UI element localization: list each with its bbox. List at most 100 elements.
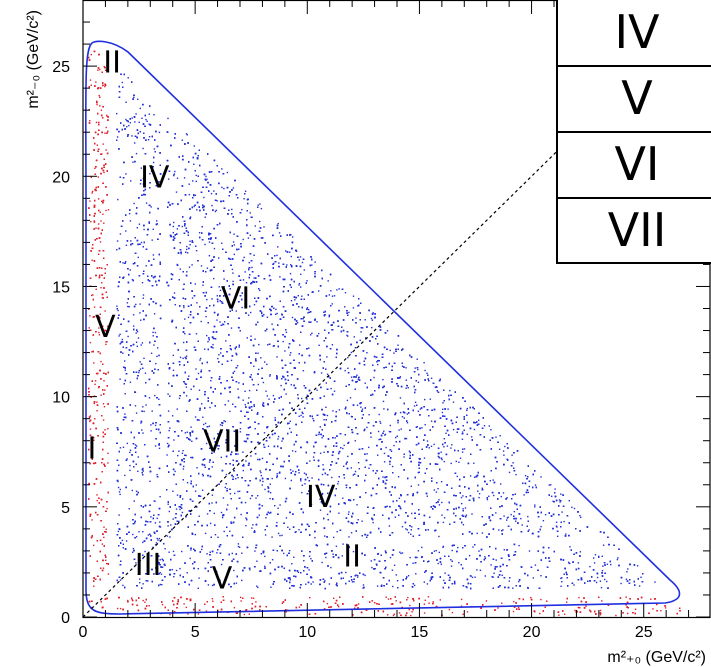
point-II [253,304,256,306]
point-II [139,368,142,370]
point-II [125,118,127,121]
point-II [269,375,271,377]
point-II [501,574,503,576]
point-II [141,342,144,344]
point-II [314,536,316,539]
point-II [442,546,444,548]
point-II [248,261,250,264]
point-II [221,516,224,519]
point-II [145,265,147,267]
point-II [257,204,259,206]
point-II [204,532,207,535]
point-II [288,422,290,424]
point-I [94,380,97,382]
point-II [452,428,455,431]
point-II [128,306,130,308]
point-II [135,412,138,414]
point-II [220,456,222,459]
point-II [276,356,278,358]
point-II [159,496,161,498]
point-II [405,528,407,530]
point-I [103,65,105,68]
point-I [530,596,532,599]
point-II [414,367,416,369]
point-I [106,341,108,343]
point-II [323,311,325,313]
point-II [189,216,192,218]
point-II [233,253,235,256]
point-II [183,465,185,468]
point-II [595,581,598,584]
point-II [224,321,226,323]
point-II [158,131,161,134]
point-II [195,180,197,183]
point-II [347,455,349,458]
point-II [269,497,271,500]
point-II [188,266,191,268]
point-I [243,613,246,616]
point-II [167,410,170,412]
point-II [200,320,202,323]
point-II [117,480,119,483]
point-II [371,326,373,329]
point-II [129,449,132,451]
point-II [344,292,347,294]
point-II [223,187,225,190]
point-I [89,315,91,317]
point-I [451,611,454,614]
point-II [571,506,573,508]
point-II [330,290,332,292]
point-II [159,521,161,523]
point-II [233,569,235,572]
point-II [148,113,150,115]
point-II [238,288,240,290]
point-II [133,202,135,205]
point-I [93,220,95,222]
point-I [91,351,93,353]
point-II [188,193,190,196]
point-II [357,576,359,578]
point-II [294,450,297,453]
point-II [314,318,316,320]
point-II [323,419,325,421]
point-II [143,228,145,231]
point-II [357,519,359,521]
point-II [508,471,511,474]
point-II [627,568,629,570]
point-II [133,325,135,327]
point-II [216,295,218,297]
point-II [235,310,237,312]
point-II [356,404,359,406]
point-II [524,475,527,477]
point-II [190,426,192,428]
point-II [142,297,144,299]
point-II [379,422,382,424]
point-II [158,398,160,400]
point-II [253,254,255,256]
point-II [167,117,169,120]
point-II [326,513,329,516]
point-II [122,584,124,587]
point-II [207,584,210,586]
point-I [513,600,515,603]
point-I [501,602,503,604]
point-II [500,495,502,498]
point-I [103,536,105,539]
point-II [302,412,304,415]
point-II [438,504,441,506]
point-II [176,263,178,266]
point-II [218,286,220,288]
point-II [242,463,245,466]
point-II [139,361,141,363]
point-II [262,381,265,384]
point-II [182,468,185,470]
point-II [321,493,324,496]
point-II [312,581,314,583]
point-II [626,571,628,573]
point-II [229,530,231,532]
point-II [308,309,310,311]
point-II [128,213,131,215]
point-II [150,352,153,354]
point-II [355,574,357,576]
point-II [415,426,417,428]
